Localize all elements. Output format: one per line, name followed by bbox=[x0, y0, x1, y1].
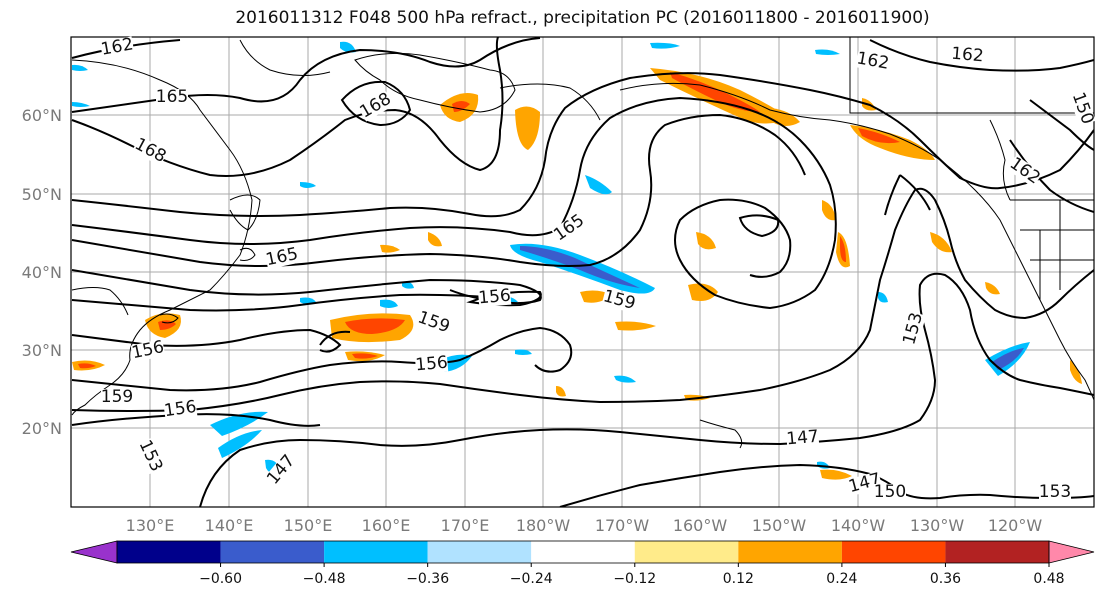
lat-tick-label: 20°N bbox=[22, 419, 62, 438]
colorbar-swatch bbox=[427, 541, 532, 563]
svg-text:162: 162 bbox=[950, 44, 984, 67]
precip-positive-areas bbox=[72, 68, 1082, 480]
contour-label: 165 bbox=[156, 87, 188, 107]
colorbar-frame bbox=[116, 540, 1050, 564]
contour-label: 150 bbox=[874, 482, 906, 502]
colorbar-extend-low bbox=[70, 540, 118, 564]
lon-tick-label: 170°W bbox=[595, 516, 650, 535]
contour-label: 162 bbox=[950, 44, 984, 67]
colorbar-swatch bbox=[945, 541, 1049, 563]
contour-label: 162 bbox=[99, 34, 134, 59]
svg-text:156: 156 bbox=[163, 397, 198, 421]
colorbar: −0.60 −0.48 −0.36 −0.24 −0.12 0.12 0.24 0.36 0.4… bbox=[70, 540, 1095, 587]
lon-tick-label: 160°E bbox=[362, 516, 411, 535]
lon-tick-label: 170°E bbox=[441, 516, 490, 535]
colorbar-swatch bbox=[117, 541, 221, 563]
colorbar-tick-label: 0.24 bbox=[826, 571, 857, 587]
lat-tick-label: 40°N bbox=[22, 263, 62, 282]
colorbar-tick-label: −0.48 bbox=[303, 571, 346, 587]
contour-label: 156 bbox=[415, 353, 449, 376]
map-title: 2016011312 F048 500 hPa refract., precip… bbox=[235, 8, 930, 28]
lon-tick-label: 130°W bbox=[910, 516, 965, 535]
lat-tick-label: 50°N bbox=[22, 185, 62, 204]
colorbar-swatch bbox=[324, 541, 428, 563]
svg-text:153: 153 bbox=[1039, 482, 1071, 502]
lon-tick-label: 120°W bbox=[988, 516, 1043, 535]
contour-label: 162 bbox=[855, 48, 890, 73]
svg-text:147: 147 bbox=[786, 427, 820, 450]
map-frame bbox=[70, 36, 1095, 508]
svg-text:156: 156 bbox=[478, 286, 512, 309]
colorbar-swatch bbox=[220, 541, 325, 563]
lon-tick-label: 180°W bbox=[516, 516, 571, 535]
colorbar-tick-label: −0.60 bbox=[199, 571, 242, 587]
lon-tick-label: 140°E bbox=[205, 516, 254, 535]
lon-tick-label: 140°W bbox=[831, 516, 886, 535]
colorbar-swatch bbox=[841, 541, 946, 563]
colorbar-tick-label: −0.24 bbox=[510, 571, 553, 587]
contour-label: 156 bbox=[163, 397, 198, 421]
svg-text:165: 165 bbox=[156, 87, 188, 107]
longitude-labels: 130°E 140°E 150°E 160°E 170°E 180°W 170°W 160°W… bbox=[126, 516, 1043, 535]
colorbar-swatch bbox=[634, 541, 739, 563]
colorbar-tick-label: 0.12 bbox=[723, 571, 754, 587]
contour-label: 153 bbox=[1039, 482, 1071, 502]
lat-tick-label: 60°N bbox=[22, 106, 62, 125]
colorbar-tick-label: 0.36 bbox=[930, 571, 961, 587]
refractivity-contours bbox=[71, 37, 1094, 507]
colorbar-tick-label: −0.36 bbox=[406, 571, 449, 587]
lon-tick-label: 130°E bbox=[126, 516, 175, 535]
lon-tick-label: 150°W bbox=[752, 516, 807, 535]
gridlines bbox=[71, 37, 1094, 507]
lon-tick-label: 160°W bbox=[673, 516, 728, 535]
colorbar-swatch bbox=[738, 541, 842, 563]
colorbar-swatch bbox=[531, 541, 635, 563]
svg-text:156: 156 bbox=[415, 353, 449, 376]
svg-text:150: 150 bbox=[874, 482, 906, 502]
colorbar-extend-high bbox=[1048, 540, 1095, 564]
contour-label: 147 bbox=[786, 427, 820, 450]
lon-tick-label: 150°E bbox=[284, 516, 333, 535]
latitude-labels: 20°N 30°N 40°N 50°N 60°N bbox=[22, 106, 62, 438]
colorbar-tick-label: −0.12 bbox=[613, 571, 656, 587]
coastlines bbox=[71, 37, 1094, 449]
contour-label: 156 bbox=[478, 286, 512, 309]
lat-tick-label: 30°N bbox=[22, 341, 62, 360]
svg-text:159: 159 bbox=[101, 387, 133, 407]
colorbar-tick-label: 0.48 bbox=[1033, 571, 1064, 587]
contour-label: 159 bbox=[101, 387, 133, 407]
